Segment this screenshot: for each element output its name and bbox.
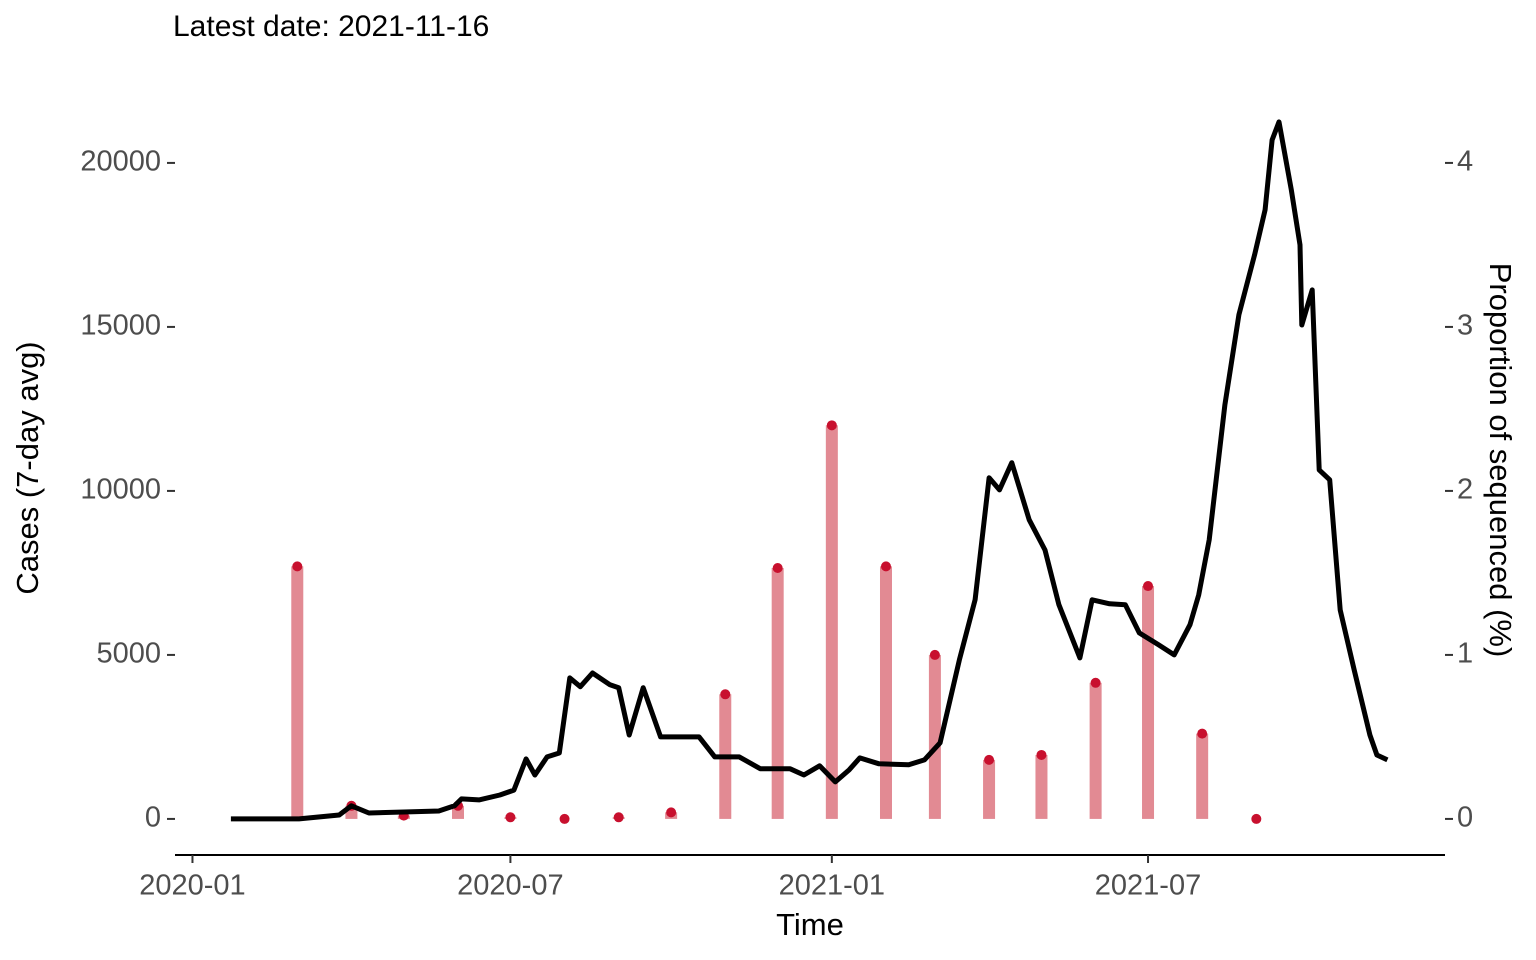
y-tick-label: 15000 xyxy=(80,310,161,342)
y-axis-title: Cases (7-day avg) xyxy=(10,341,45,594)
chart-title: Latest date: 2021-11-16 xyxy=(173,10,489,43)
bar-point xyxy=(613,812,624,823)
bar-point xyxy=(826,420,837,431)
x-tick-label: 2020-01 xyxy=(139,870,245,902)
bar-point xyxy=(880,561,891,572)
x-tick-label: 2020-07 xyxy=(457,870,563,902)
y-tick-label: 0 xyxy=(145,802,161,834)
bar-point xyxy=(1090,677,1101,688)
y-tick-label: 10000 xyxy=(80,474,161,506)
bar xyxy=(825,425,838,819)
bar xyxy=(983,759,996,819)
bar xyxy=(879,566,892,819)
y2-tick-label: 4 xyxy=(1457,146,1473,178)
bar-point xyxy=(1143,581,1154,592)
bar-point xyxy=(772,563,783,573)
bar-point xyxy=(929,649,940,660)
bar-point xyxy=(292,561,303,572)
y2-tick-label: 1 xyxy=(1457,638,1473,670)
bar xyxy=(1089,682,1102,819)
bar-point xyxy=(559,813,570,824)
bar xyxy=(1196,733,1209,819)
y2-axis-title: Proportion of sequenced (%) xyxy=(1483,263,1518,658)
bar xyxy=(771,568,784,819)
bar xyxy=(291,566,304,819)
y-tick-label: 20000 xyxy=(80,146,161,178)
bar-point xyxy=(1036,749,1047,760)
bar xyxy=(1142,586,1155,819)
bar xyxy=(928,654,941,819)
bar-point xyxy=(1251,813,1262,824)
bar-point xyxy=(666,807,677,818)
bar-point xyxy=(720,689,731,700)
x-tick-label: 2021-01 xyxy=(779,870,885,902)
x-axis-title: Time xyxy=(776,907,844,942)
line xyxy=(230,119,1389,822)
y2-tick-label: 2 xyxy=(1457,474,1473,506)
bar xyxy=(1035,754,1048,819)
y-tick-label: 5000 xyxy=(96,638,161,670)
bar-point xyxy=(505,812,516,823)
x-tick-label: 2021-07 xyxy=(1095,870,1201,902)
y2-tick-label: 3 xyxy=(1457,310,1473,342)
bar-point xyxy=(1197,728,1208,739)
y2-tick-label: 0 xyxy=(1457,802,1473,834)
bar-point xyxy=(984,754,995,765)
